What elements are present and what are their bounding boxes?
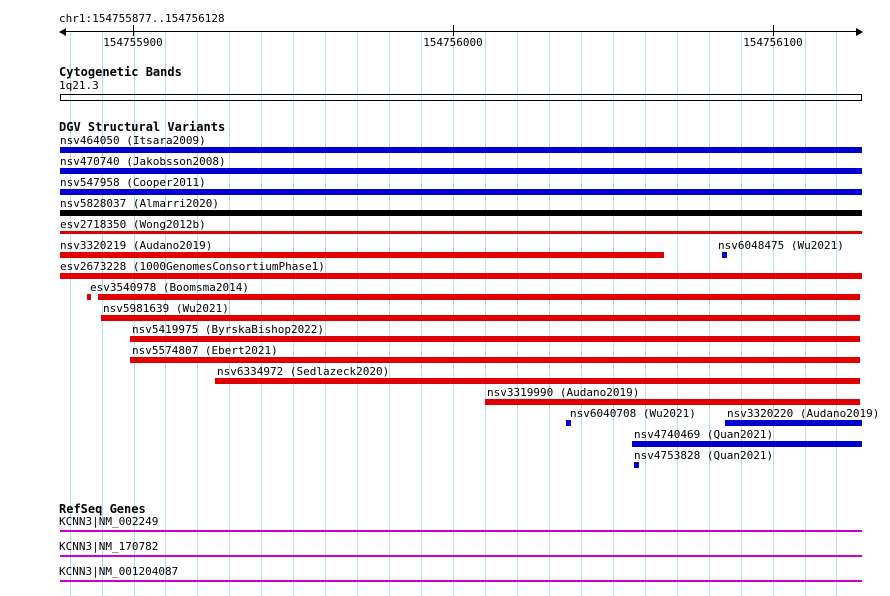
gridline [580, 31, 582, 596]
variant-label[interactable]: nsv470740 (Jakobsson2008) [60, 155, 226, 168]
section-title-dgv-structural-variants: DGV Structural Variants [59, 120, 226, 134]
gridline [772, 31, 774, 596]
gridline [357, 31, 359, 596]
ruler-tick-label: 154756000 [423, 36, 483, 49]
gridline [708, 31, 710, 596]
gridline [229, 31, 231, 596]
cytoband[interactable] [60, 94, 862, 101]
variant-bar[interactable] [485, 399, 860, 405]
gridline [197, 31, 199, 596]
variant-label[interactable]: nsv3320219 (Audano2019) [60, 239, 213, 252]
gene-label[interactable]: KCNN3|NM_002249 [59, 515, 159, 528]
gridline [612, 31, 614, 596]
variant-label[interactable]: nsv6040708 (Wu2021) [570, 407, 696, 420]
variant-bar[interactable] [98, 294, 860, 300]
variant-label[interactable]: nsv4740469 (Quan2021) [634, 428, 774, 441]
gene-label[interactable]: KCNN3|NM_001204087 [59, 565, 179, 578]
variant-bar[interactable] [566, 420, 571, 426]
ruler-line [66, 31, 856, 32]
ruler-tick-label: 154756100 [743, 36, 803, 49]
cytoband-label: 1q21.3 [59, 79, 99, 92]
variant-label[interactable]: nsv3320220 (Audano2019) [727, 407, 880, 420]
variant-label[interactable]: nsv6048475 (Wu2021) [718, 239, 844, 252]
gridline [836, 31, 838, 596]
gridline [101, 31, 103, 596]
variant-label[interactable]: esv2718350 (Wong2012b) [60, 218, 206, 231]
variant-label[interactable]: nsv5828037 (Almarri2020) [60, 197, 219, 210]
variant-label[interactable]: nsv5981639 (Wu2021) [103, 302, 229, 315]
gridline [548, 31, 550, 596]
gridline [804, 31, 806, 596]
gridline [325, 31, 327, 596]
variant-label[interactable]: nsv4753828 (Quan2021) [634, 449, 774, 462]
gridline [421, 31, 423, 596]
variant-bar[interactable] [130, 357, 860, 363]
gridline [133, 31, 135, 596]
gridline [293, 31, 295, 596]
variant-bar[interactable] [60, 147, 862, 153]
gridline [69, 31, 71, 596]
region-title: chr1:154755877..154756128 [59, 12, 225, 25]
gridline [389, 31, 391, 596]
variant-bar[interactable] [60, 210, 862, 216]
section-title-refseq-genes: RefSeq Genes [59, 502, 146, 516]
variant-mark[interactable] [87, 294, 91, 300]
ruler-tick [133, 25, 134, 36]
variant-bar[interactable] [722, 252, 727, 258]
ruler-tick [773, 25, 774, 36]
gridline [740, 31, 742, 596]
gene-line[interactable] [60, 555, 862, 557]
variant-label[interactable]: nsv5419975 (ByrskaBishop2022) [132, 323, 325, 336]
variant-label[interactable]: esv2673228 (1000GenomesConsortiumPhase1) [60, 260, 325, 273]
gridline [516, 31, 518, 596]
variant-label[interactable]: nsv547958 (Cooper2011) [60, 176, 206, 189]
variant-bar[interactable] [60, 231, 862, 234]
gridline [165, 31, 167, 596]
variant-bar[interactable] [130, 336, 860, 342]
variant-bar[interactable] [60, 168, 862, 174]
gridline [644, 31, 646, 596]
variant-bar[interactable] [60, 252, 664, 258]
variant-bar[interactable] [725, 420, 862, 426]
gene-line[interactable] [60, 580, 862, 582]
gene-label[interactable]: KCNN3|NM_170782 [59, 540, 159, 553]
ruler-tick-label: 154755900 [103, 36, 163, 49]
variant-bar[interactable] [60, 273, 862, 279]
variant-label[interactable]: nsv3319990 (Audano2019) [487, 386, 640, 399]
variant-bar[interactable] [60, 189, 862, 195]
variant-label[interactable]: nsv6334972 (Sedlazeck2020) [217, 365, 390, 378]
variant-bar[interactable] [634, 462, 639, 468]
ruler-tick [453, 25, 454, 36]
gridline [676, 31, 678, 596]
ruler-left-arrow-icon [59, 28, 66, 36]
variant-bar[interactable] [215, 378, 860, 384]
gridline [485, 31, 486, 596]
ruler-right-arrow-icon [856, 28, 863, 36]
variant-bar[interactable] [632, 441, 862, 447]
variant-label[interactable]: nsv5574807 (Ebert2021) [132, 344, 278, 357]
gene-line[interactable] [60, 530, 862, 532]
variant-label[interactable]: esv3540978 (Boomsma2014) [90, 281, 249, 294]
variant-label[interactable]: nsv464050 (Itsara2009) [60, 134, 206, 147]
section-title-cytogenetic-bands: Cytogenetic Bands [59, 65, 182, 79]
gridline [453, 31, 454, 596]
gridline [261, 31, 263, 596]
variant-bar[interactable] [101, 315, 860, 321]
